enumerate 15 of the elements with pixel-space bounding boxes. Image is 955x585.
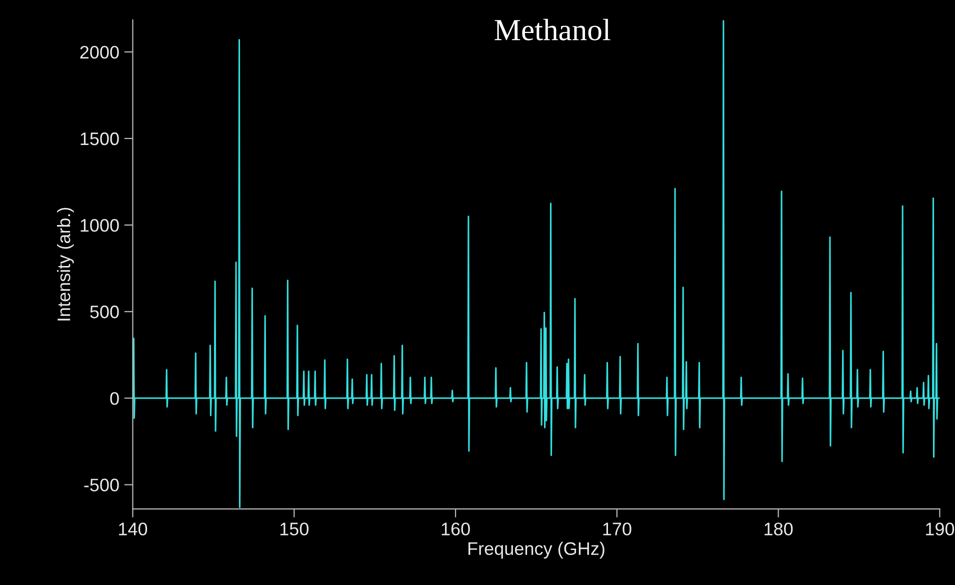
x-axis-title: Frequency (GHz) [468, 542, 604, 559]
x-tick-label: 190 [926, 522, 954, 536]
x-tick-label: 140 [119, 522, 148, 536]
y-axis-title: Intensity (arb.) [57, 208, 74, 320]
y-tick-label: 2000 [80, 46, 119, 59]
x-tick-label: 180 [764, 522, 793, 536]
x-tick-label: 160 [442, 522, 470, 536]
y-tick-label: 1500 [80, 132, 119, 146]
chart-title: Methanol [494, 18, 610, 40]
y-tick-label: 500 [90, 306, 119, 318]
x-tick-label: 170 [603, 522, 632, 536]
y-tick-label: 1000 [80, 218, 119, 232]
x-tick-label: 150 [280, 522, 308, 536]
y-tick-label: -500 [84, 478, 119, 492]
y-tick-label: 0 [110, 392, 119, 405]
